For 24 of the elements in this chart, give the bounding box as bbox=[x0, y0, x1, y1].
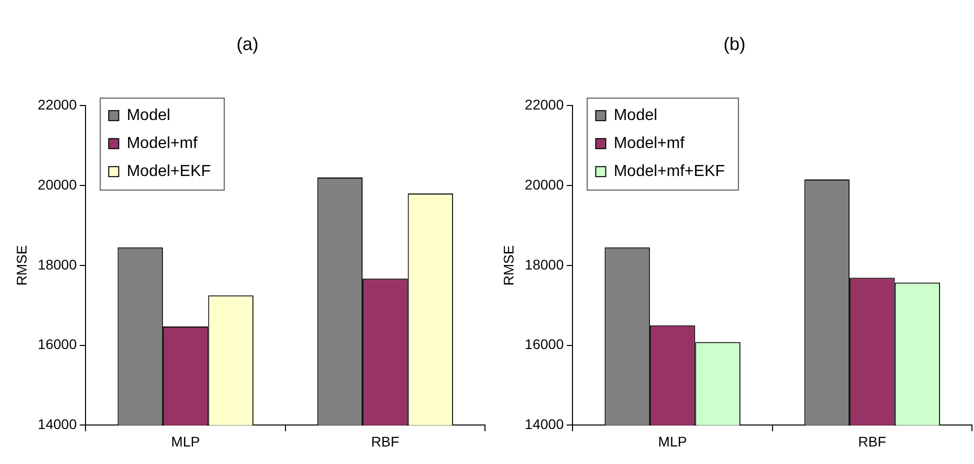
x-tick-label: MLP bbox=[171, 433, 200, 450]
chart-title: (a) bbox=[236, 34, 258, 54]
y-tick-label: 22000 bbox=[38, 96, 77, 112]
x-tick-label: RBF bbox=[371, 433, 400, 450]
legend-label: Model+EKF bbox=[126, 163, 211, 180]
y-tick-label: 22000 bbox=[524, 96, 564, 112]
y-tick-label: 14000 bbox=[38, 416, 77, 432]
legend-label: Model+mf+EKF bbox=[614, 163, 726, 180]
legend-label: Model+mf bbox=[614, 135, 685, 152]
y-tick-label: 18000 bbox=[38, 256, 77, 272]
y-tick-label: 20000 bbox=[38, 176, 77, 192]
y-tick-label: 16000 bbox=[38, 336, 77, 352]
legend-label: Model+mf bbox=[126, 135, 198, 152]
y-tick-label: 14000 bbox=[524, 416, 564, 432]
y-axis-title: RMSE bbox=[13, 245, 30, 286]
y-axis-title: RMSE bbox=[500, 245, 516, 286]
x-tick-label: RBF bbox=[858, 433, 886, 450]
y-tick-label: 20000 bbox=[524, 176, 564, 192]
legend-label: Model bbox=[614, 107, 658, 124]
chart-title: (b) bbox=[724, 34, 746, 54]
x-tick-label: MLP bbox=[658, 433, 687, 450]
legend-label: Model bbox=[126, 107, 170, 124]
y-tick-label: 16000 bbox=[524, 336, 564, 352]
y-tick-label: 18000 bbox=[524, 256, 564, 272]
